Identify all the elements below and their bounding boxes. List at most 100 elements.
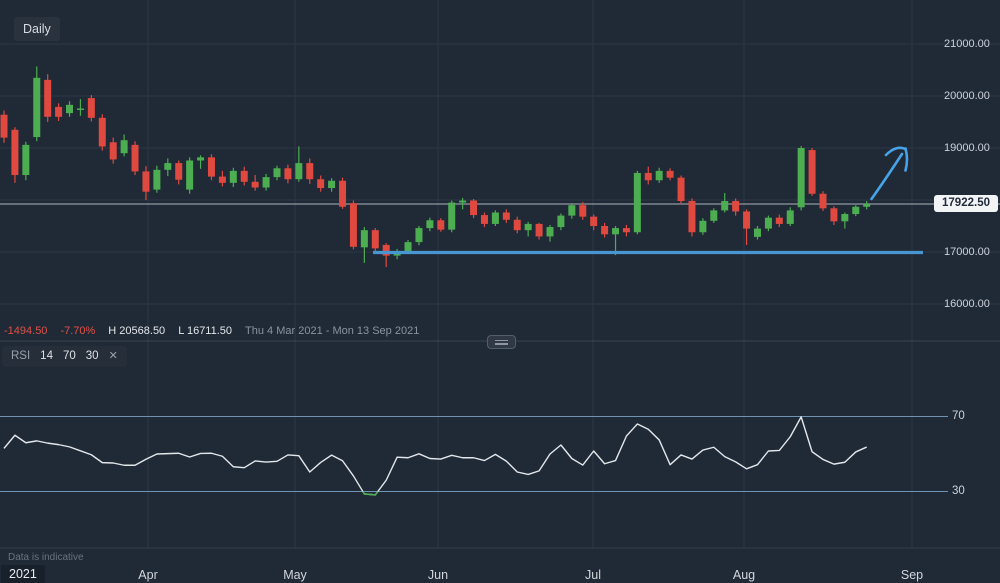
candle-bullish — [612, 228, 620, 235]
month-label-may[interactable]: May — [283, 568, 307, 582]
candle-bearish — [98, 117, 106, 147]
current-price-label: 17922.50 — [934, 195, 998, 212]
candle-bullish — [710, 210, 718, 221]
candle-bearish — [87, 98, 95, 118]
month-label-jul[interactable]: Jul — [585, 568, 601, 582]
instrument-stats-bar: -1494.50 -7.70% H 20568.50 L 16711.50 Th… — [4, 325, 419, 337]
candle-bearish — [44, 79, 52, 117]
candle-bearish — [371, 230, 379, 249]
grip-line — [495, 339, 508, 341]
candle-bullish — [491, 212, 499, 224]
rsi-close-icon[interactable]: ✕ — [108, 350, 118, 362]
price-axis-label: 16000.00 — [944, 297, 990, 310]
candle-bearish — [535, 223, 543, 237]
timeframe-button[interactable]: Daily — [14, 17, 60, 41]
rsi-lower-level-label: 30 — [952, 484, 965, 497]
candle-bearish — [437, 220, 445, 230]
candle-bearish — [579, 205, 587, 217]
candles-layer — [0, 66, 871, 268]
candle-bearish — [109, 142, 117, 160]
candle-bullish — [262, 177, 270, 188]
candle-bullish — [153, 169, 161, 190]
candle-bullish — [448, 202, 456, 230]
candle-bullish — [841, 214, 849, 222]
candle-bullish — [186, 160, 194, 190]
candle-bearish — [601, 226, 609, 235]
candle-bearish — [502, 212, 510, 220]
candle-bullish — [546, 227, 554, 237]
candle-bearish — [218, 176, 226, 183]
candle-bullish — [655, 170, 663, 181]
candle-bearish — [743, 211, 751, 229]
candle-bullish — [22, 144, 30, 176]
candle-bearish — [666, 170, 674, 178]
month-label-aug[interactable]: Aug — [732, 568, 756, 582]
candle-bearish — [306, 163, 314, 180]
rsi-indicator-header[interactable]: RSI 14 70 30 ✕ — [2, 346, 127, 367]
candle-bearish — [11, 129, 19, 176]
candle-bullish — [66, 104, 74, 114]
period-low: L 16711.50 — [178, 325, 233, 337]
candle-bullish — [229, 170, 237, 183]
date-range: Thu 4 Mar 2021 - Mon 13 Sep 2021 — [245, 325, 420, 337]
rsi-lower-setting: 30 — [85, 350, 99, 362]
period-change-percent: -7.70% — [60, 325, 96, 337]
year-label: 2021 — [1, 565, 45, 583]
candle-bearish — [830, 208, 838, 222]
candle-bearish — [240, 170, 248, 182]
trend-arrow-drawing[interactable] — [870, 146, 909, 201]
candle-bearish — [480, 215, 488, 224]
candle-bullish — [404, 242, 412, 251]
candle-bearish — [382, 244, 390, 256]
vertical-gridlines — [147, 0, 913, 548]
period-high: H 20568.50 — [108, 325, 166, 337]
candle-bullish — [295, 163, 303, 180]
candle-bullish — [164, 163, 172, 170]
candle-bullish — [426, 220, 434, 229]
price-axis-label: 17000.00 — [944, 245, 990, 258]
rsi-level-lines — [0, 416, 948, 492]
candle-bearish — [622, 228, 630, 233]
candle-bearish — [644, 172, 652, 181]
price-gridlines — [0, 43, 1000, 305]
rsi-name: RSI — [11, 350, 31, 362]
candle-bearish — [131, 144, 139, 172]
pane-resize-handle[interactable] — [487, 335, 516, 349]
candle-bullish — [852, 206, 860, 215]
rsi-upper-level-label: 70 — [952, 409, 965, 422]
candle-bullish — [557, 215, 565, 228]
candle-bearish — [677, 177, 685, 202]
price-axis-label: 21000.00 — [944, 37, 990, 50]
month-label-jun[interactable]: Jun — [427, 568, 449, 582]
candle-bullish — [753, 228, 761, 237]
price-axis-label: 20000.00 — [944, 89, 990, 102]
candle-bullish — [721, 201, 729, 211]
month-label-sep[interactable]: Sep — [900, 568, 924, 582]
candle-bearish — [142, 171, 150, 192]
period-change: -1494.50 — [4, 325, 48, 337]
candle-bullish — [568, 205, 576, 216]
candle-bullish — [273, 168, 281, 178]
candle-bearish — [513, 219, 521, 231]
candle-bearish — [251, 181, 259, 188]
candle-bullish — [360, 230, 368, 248]
candle-bullish — [76, 108, 84, 110]
candle-bullish — [415, 228, 423, 243]
candle-bullish — [459, 200, 467, 203]
candle-bullish — [33, 77, 41, 138]
candle-bullish — [197, 157, 205, 161]
candle-bearish — [808, 150, 816, 194]
candle-bearish — [775, 217, 783, 224]
price-axis-label: 19000.00 — [944, 141, 990, 154]
month-label-apr[interactable]: Apr — [138, 568, 158, 582]
candle-bearish — [590, 216, 598, 226]
candle-bullish — [699, 220, 707, 233]
grip-line — [495, 343, 508, 345]
candle-bullish — [524, 223, 532, 231]
candle-bearish — [688, 201, 696, 233]
candle-bullish — [764, 217, 772, 229]
candle-bullish — [786, 210, 794, 224]
candle-bearish — [284, 168, 292, 180]
